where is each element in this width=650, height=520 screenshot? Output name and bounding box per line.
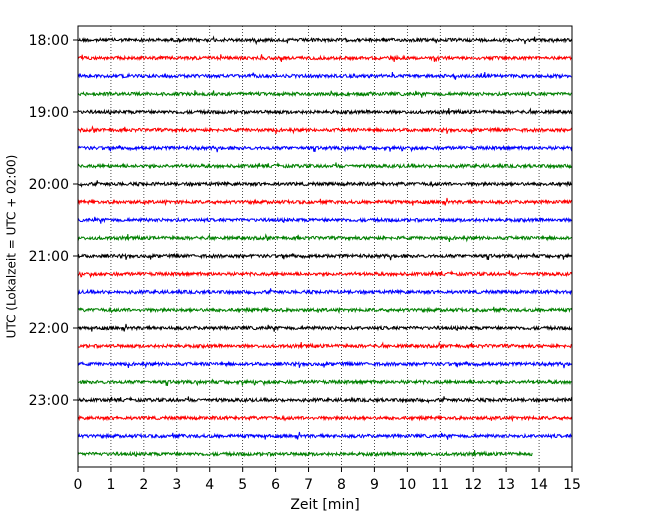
trace-1830: [77, 71, 573, 80]
trace-2045: [77, 233, 572, 243]
trace-2030: [77, 216, 573, 224]
x-tick-label: 15: [563, 477, 581, 493]
trace-2330: [77, 431, 573, 440]
x-tick-label: 4: [205, 477, 214, 493]
x-tick-label: 13: [497, 477, 515, 493]
trace-2300: [77, 396, 573, 404]
x-tick-label: 7: [304, 477, 313, 493]
y-axis-label: UTC (Lokalzeit = UTC + 02:00): [5, 155, 19, 339]
x-axis-ticks: 0 1 2 3 4 5 6 7 8 9 10 11 12 13 14 15: [74, 467, 581, 493]
y-tick-label: 19:00: [29, 105, 69, 121]
y-tick-label: 23:00: [29, 393, 69, 409]
x-tick-label: 5: [238, 477, 247, 493]
x-tick-label: 14: [530, 477, 548, 493]
trace-1915: [77, 125, 573, 135]
trace-2345: [77, 450, 533, 458]
y-axis-ticks: 18:00 19:00 20:00 21:00 22:00 23:00: [29, 33, 78, 409]
x-tick-label: 6: [271, 477, 280, 493]
seismic-traces: [77, 35, 573, 458]
trace-1900: [77, 107, 572, 116]
y-tick-label: 18:00: [29, 33, 69, 49]
trace-2245: [77, 378, 573, 387]
trace-2315: [77, 414, 573, 423]
trace-2100: [77, 252, 573, 261]
y-tick-label: 20:00: [29, 177, 69, 193]
x-tick-label: 2: [139, 477, 148, 493]
trace-2230: [77, 360, 573, 369]
plot-frame: [77, 25, 573, 468]
x-tick-label: 3: [172, 477, 181, 493]
trace-2000: [77, 180, 573, 188]
trace-2115: [77, 270, 573, 279]
trace-1945: [77, 162, 573, 170]
x-tick-label: 10: [398, 477, 416, 493]
x-tick-label: 12: [464, 477, 482, 493]
trace-2215: [77, 341, 572, 350]
x-tick-label: 9: [370, 477, 379, 493]
x-tick-label: 1: [106, 477, 115, 493]
x-tick-label: 8: [337, 477, 346, 493]
trace-2015: [77, 197, 572, 207]
x-tick-label: 11: [431, 477, 449, 493]
y-tick-label: 21:00: [29, 249, 69, 265]
trace-1815: [77, 54, 573, 63]
x-tick-label: 0: [74, 477, 83, 493]
trace-1800: [77, 35, 573, 46]
y-tick-label: 22:00: [29, 321, 69, 337]
trace-1930: [77, 144, 573, 153]
trace-2200: [77, 323, 573, 332]
trace-1845: [77, 90, 572, 98]
trace-2130: [77, 288, 573, 296]
trace-2145: [77, 306, 573, 315]
x-axis-label: Zeit [min]: [290, 497, 359, 513]
